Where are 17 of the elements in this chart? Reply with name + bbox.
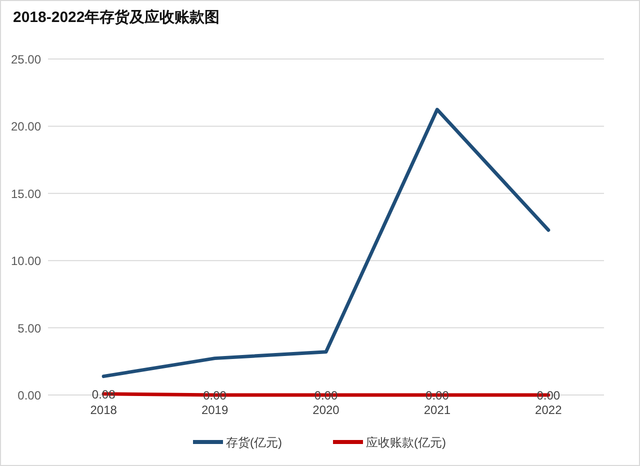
x-tick-label: 2022	[535, 403, 562, 417]
x-tick-label: 2020	[312, 403, 340, 417]
chart-title: 2018-2022年存货及应收账款图	[13, 8, 220, 26]
y-tick-label: 10.00	[10, 254, 42, 268]
y-tick-label: 25.00	[10, 52, 42, 66]
y-tick-label: 5.00	[18, 321, 42, 336]
line-series	[102, 108, 550, 378]
x-tick-label: 2021	[424, 403, 451, 417]
x-tick-label: 2019	[201, 403, 228, 417]
y-tick-label: 0.00	[18, 388, 42, 402]
data-label: 0.00	[536, 388, 560, 402]
y-tick-label: 20.00	[10, 120, 42, 134]
x-tick-label: 2018	[90, 403, 118, 417]
legend-label: 应收账款(亿元)	[366, 436, 446, 450]
legend-label: 存货(亿元)	[226, 436, 282, 450]
y-tick-label: 15.00	[10, 186, 42, 201]
data-label: 0.08	[92, 387, 116, 402]
